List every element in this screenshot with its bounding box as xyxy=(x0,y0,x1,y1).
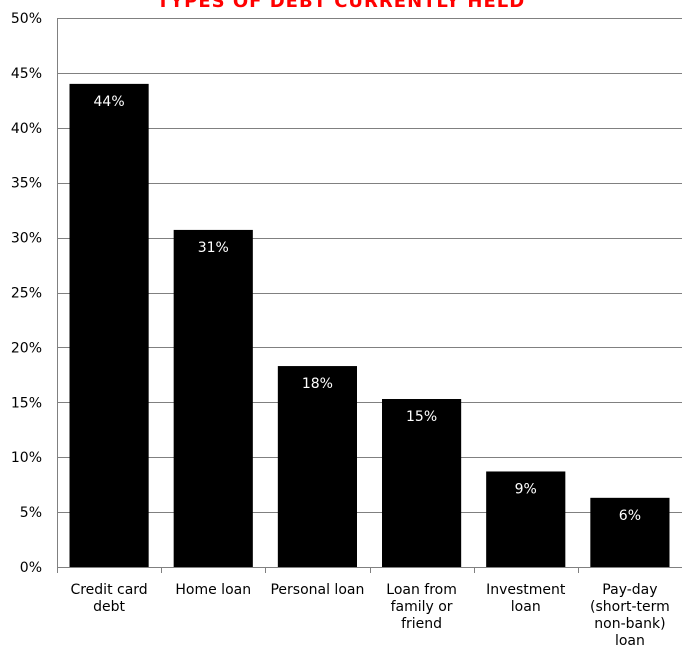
category-label-line: friend xyxy=(401,616,442,632)
y-tick-label: 45% xyxy=(11,66,42,82)
y-tick-labels: 0% 5% 10% 15% 20% 25% 30% 35% 40% 45% 50% xyxy=(11,11,42,576)
y-tick-label: 10% xyxy=(11,450,42,466)
x-category-labels: Credit card debt Home loan Personal loan Loa… xyxy=(70,582,669,649)
category-label-line: loan xyxy=(511,599,541,615)
bar xyxy=(277,366,357,567)
data-label: 31% xyxy=(198,240,229,256)
data-label: 6% xyxy=(619,508,641,524)
data-label: 15% xyxy=(406,409,437,425)
category-label: Loan from family or friend xyxy=(386,582,457,632)
y-tick-label: 5% xyxy=(20,505,42,521)
y-tick-label: 20% xyxy=(11,340,42,356)
y-tick-label: 25% xyxy=(11,286,42,302)
data-label: 18% xyxy=(302,376,333,392)
y-tick-label: 0% xyxy=(20,560,42,576)
bar xyxy=(69,83,149,567)
category-label-line: loan xyxy=(615,633,645,649)
category-label-line: Pay-day xyxy=(602,582,657,598)
category-label: Home loan xyxy=(175,582,251,598)
category-label-line: Personal loan xyxy=(270,582,364,598)
category-label-line: family or xyxy=(391,599,453,615)
bar xyxy=(486,471,566,567)
bar xyxy=(590,497,670,567)
chart-title: TYPES OF DEBT CURRENTLY HELD xyxy=(156,0,526,12)
y-tick-label: 35% xyxy=(11,176,42,192)
gridlines xyxy=(57,18,682,513)
category-label-line: (short-term xyxy=(590,599,670,615)
category-label-line: Loan from xyxy=(386,582,457,598)
category-label-line: Investment xyxy=(486,582,566,598)
category-label: Pay-day (short-term non-bank) loan xyxy=(590,582,670,649)
category-label-line: Home loan xyxy=(175,582,251,598)
data-label: 44% xyxy=(94,94,125,110)
data-label: 9% xyxy=(515,481,537,497)
category-label: Credit card debt xyxy=(70,582,147,615)
category-label: Investment loan xyxy=(486,582,566,615)
y-tick-label: 40% xyxy=(11,121,42,137)
category-label-line: debt xyxy=(93,599,125,615)
bar xyxy=(382,399,462,567)
bar xyxy=(173,229,253,567)
category-label-line: non-bank) xyxy=(594,616,665,632)
y-tick-label: 15% xyxy=(11,395,42,411)
category-label: Personal loan xyxy=(270,582,364,598)
axes xyxy=(57,18,682,573)
bars: 44% 31% 18% 15% 9% 6% xyxy=(69,83,670,567)
y-tick-label: 30% xyxy=(11,231,42,247)
category-label-line: Credit card xyxy=(70,582,147,598)
y-tick-label: 50% xyxy=(11,11,42,27)
